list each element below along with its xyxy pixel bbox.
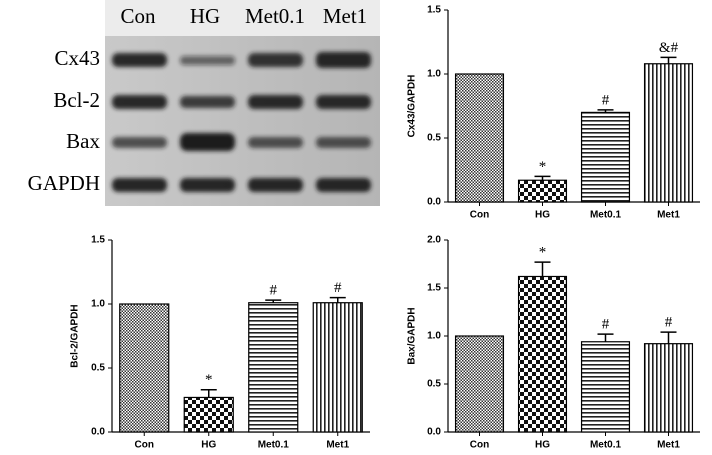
annotation: # [602,92,610,108]
annotation: * [539,245,547,261]
row-label: Cx43 [54,46,100,70]
annotation: * [539,159,547,175]
bar [248,302,299,433]
lane-label: Met1 [323,4,367,28]
bar [580,341,631,433]
y-tick-label: 2.0 [427,235,441,246]
x-tick-label: HG [535,210,550,221]
x-tick-label: Met1 [657,440,680,451]
x-tick-label: Met0.1 [258,440,290,451]
row-label: Bax [66,129,100,153]
x-tick-label: Met0.1 [590,440,622,451]
y-tick-label: 1.5 [427,5,441,16]
bar [183,396,234,433]
y-axis-label: Bcl-2/GAPDH [70,304,81,367]
bar [119,303,170,433]
annotation: # [602,317,610,333]
bar [454,335,505,433]
y-axis-label: Bax/GAPDH [407,307,418,364]
bar [643,63,694,203]
annotation: # [665,315,673,331]
lane-label: Met0.1 [245,4,305,28]
error-bar [265,299,282,303]
lane-label: HG [190,4,220,28]
x-tick-label: Met1 [657,210,680,221]
x-tick-label: Met1 [326,440,349,451]
error-bar [329,296,346,303]
x-tick-label: Con [135,440,154,451]
bar [517,179,568,203]
error-bar [534,175,551,181]
y-axis-label: Cx43/GAPDH [407,75,418,138]
y-tick-label: 1.0 [91,299,105,310]
row-label: Bcl-2 [53,88,100,112]
y-tick-label: 1.0 [427,331,441,342]
y-tick-label: 1.5 [91,235,105,246]
error-bar [660,331,677,344]
error-bar [597,109,614,113]
bands [112,52,371,192]
y-tick-label: 0.0 [427,197,441,208]
x-tick-label: Con [470,440,489,451]
bar [517,275,568,433]
x-tick-label: Con [470,210,489,221]
y-tick-label: 0.0 [91,427,105,438]
annotation: &# [659,40,679,56]
error-bar [200,389,217,398]
annotation: * [205,372,213,388]
y-tick-label: 0.5 [427,379,441,390]
y-tick-label: 0.0 [427,427,441,438]
y-tick-label: 0.5 [427,133,441,144]
error-bar [597,333,614,342]
x-tick-label: HG [535,440,550,451]
x-tick-label: Met0.1 [590,210,622,221]
bar [454,73,505,203]
error-bar [660,56,677,64]
bar [312,302,363,433]
western-blot: Con HG Met0.1 Met1 Cx43 Bcl-2 Bax GAPDH [28,0,380,206]
x-tick-label: HG [201,440,216,451]
bar [580,111,631,203]
error-bar [534,261,551,277]
annotation: # [270,283,278,299]
bar [643,343,694,433]
lane-label: Con [120,4,156,28]
y-tick-label: 1.5 [427,283,441,294]
y-tick-label: 1.0 [427,69,441,80]
y-tick-label: 0.5 [91,363,105,374]
annotation: # [334,280,342,296]
blot-header [105,0,380,36]
row-label: GAPDH [28,171,100,195]
